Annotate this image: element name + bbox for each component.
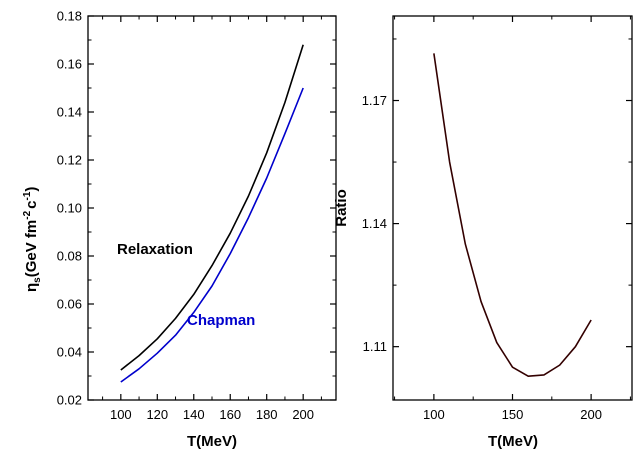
left-y-axis-title: ηs(GeV fm-2c-1) [22,187,43,292]
unit-sup-2: -1 [22,191,33,200]
left-x-tick-label: 100 [110,407,132,422]
unit-open: (GeV fm [23,220,40,278]
left-y-tick-label: 0.04 [57,345,82,360]
left-x-tick-label: 140 [183,407,205,422]
unit-mid: c [23,201,40,209]
eta-symbol: η [23,283,40,292]
left-x-tick-label: 120 [146,407,168,422]
left-x-tick-label: 180 [256,407,278,422]
left-y-tick-label: 0.12 [57,153,82,168]
left-line-chapman [120,87,304,383]
right-line-series-0 [433,53,592,378]
left-plot-frame [87,15,337,401]
left-x-tick-label: 160 [219,407,241,422]
left-y-tick-label: 0.16 [57,57,82,72]
unit-sup-1: -2 [22,210,33,219]
left-y-tick-label: 0.18 [57,9,82,24]
eta-subscript: s [32,277,43,283]
left-x-tick-label: 200 [292,407,314,422]
right-chart-panel: 100 150 200 1.11 1.14 1.17 T(MeV) Ratio [333,15,633,450]
right-x-tick-label: 150 [502,407,524,422]
right-series-group [433,53,592,378]
right-y-tick-label: 1.17 [362,93,387,108]
right-x-axis-title: T(MeV) [488,433,538,450]
right-plot-frame [392,15,633,401]
right-ticks: 100 150 200 1.11 1.14 1.17 [362,16,632,422]
left-annotation-chapman: Chapman [187,312,255,329]
left-y-tick-label: 0.08 [57,249,82,264]
right-y-tick-label: 1.11 [363,339,387,354]
left-x-axis-title: T(MeV) [187,433,237,450]
left-y-tick-label: 0.06 [57,297,82,312]
right-y-tick-label: 1.14 [362,216,387,231]
left-line-relaxation [120,44,304,371]
left-y-tick-label: 0.10 [57,201,82,216]
left-series-group [120,44,304,383]
unit-close: ) [23,187,40,192]
left-annotation-relaxation: Relaxation [117,241,193,258]
left-y-tick-label: 0.02 [57,393,82,408]
left-y-tick-label: 0.14 [57,105,82,120]
left-ticks: 100 120 140 160 180 200 0.02 0.04 0.06 0.08 0.10 0.… [57,9,336,422]
left-chart-panel: 100 120 140 160 180 200 0.02 0.04 0.06 0.08 0.10 0.… [22,9,337,450]
right-x-tick-label: 200 [580,407,602,422]
right-x-tick-label: 100 [423,407,445,422]
right-y-axis-title: Ratio [333,189,350,227]
